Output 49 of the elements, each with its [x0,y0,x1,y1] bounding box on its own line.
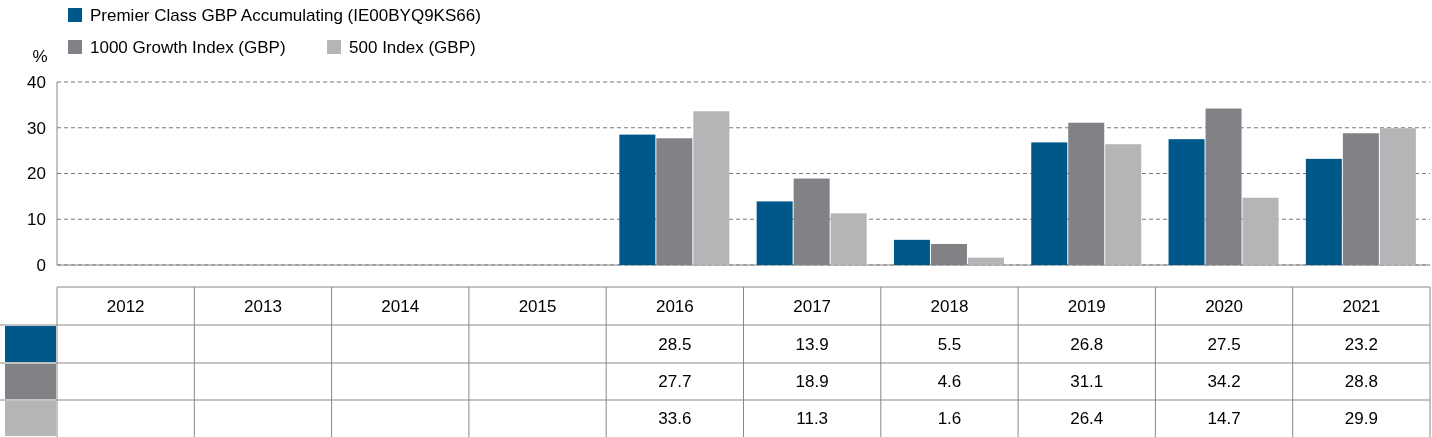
data-label: 1.6 [937,409,962,429]
data-label: 33.6 [658,409,692,429]
legend-label: 1000 Growth Index (GBP) [90,37,286,57]
y-tick-label: 10 [27,210,46,230]
bar [967,257,1004,265]
y-axis-title: % [32,47,48,66]
x-tick-label: 2013 [244,296,282,316]
bar [1105,144,1142,265]
bar [619,134,656,265]
data-label: 4.6 [937,372,962,392]
data-label: 23.2 [1344,334,1378,354]
data-label: 34.2 [1207,372,1241,392]
data-label: 31.1 [1070,372,1104,392]
data-label: 11.3 [796,409,829,429]
data-label: 26.8 [1070,334,1104,354]
bar [1242,197,1279,265]
data-label: 28.5 [658,334,692,354]
bar [1031,142,1068,265]
data-label: 14.7 [1207,409,1241,429]
data-label: 13.9 [795,334,829,354]
bar [756,201,793,265]
x-tick-label: 2012 [106,296,145,316]
x-tick-label: 2016 [655,296,694,316]
data-label: 29.9 [1344,409,1378,429]
data-label: 27.7 [658,372,692,392]
y-tick-label: 30 [27,118,46,138]
y-tick-label: 40 [27,72,46,92]
x-tick-label: 2019 [1067,296,1106,316]
x-tick-label: 2015 [518,296,557,316]
y-tick-label: 20 [27,164,46,184]
data-label: 5.5 [937,334,962,354]
bar [1168,139,1205,265]
bar [693,111,730,265]
x-tick-label: 2021 [1342,296,1381,316]
data-label: 18.9 [795,372,829,392]
data-label: 28.8 [1344,372,1378,392]
y-tick-label: 0 [36,255,46,275]
legend-label: Premier Class GBP Accumulating (IE00BYQ9KS66) [90,5,481,25]
data-label: 26.4 [1070,409,1104,429]
x-tick-label: 2018 [930,296,969,316]
x-tick-label: 2020 [1205,296,1243,316]
x-tick-label: 2017 [793,296,832,316]
x-tick-label: 2014 [381,296,420,316]
legend-label: 500 Index (GBP) [349,37,476,57]
bar [830,213,867,265]
data-label: 27.5 [1207,334,1241,354]
bar [893,239,930,265]
bar [1305,158,1342,265]
bar [1379,128,1416,265]
